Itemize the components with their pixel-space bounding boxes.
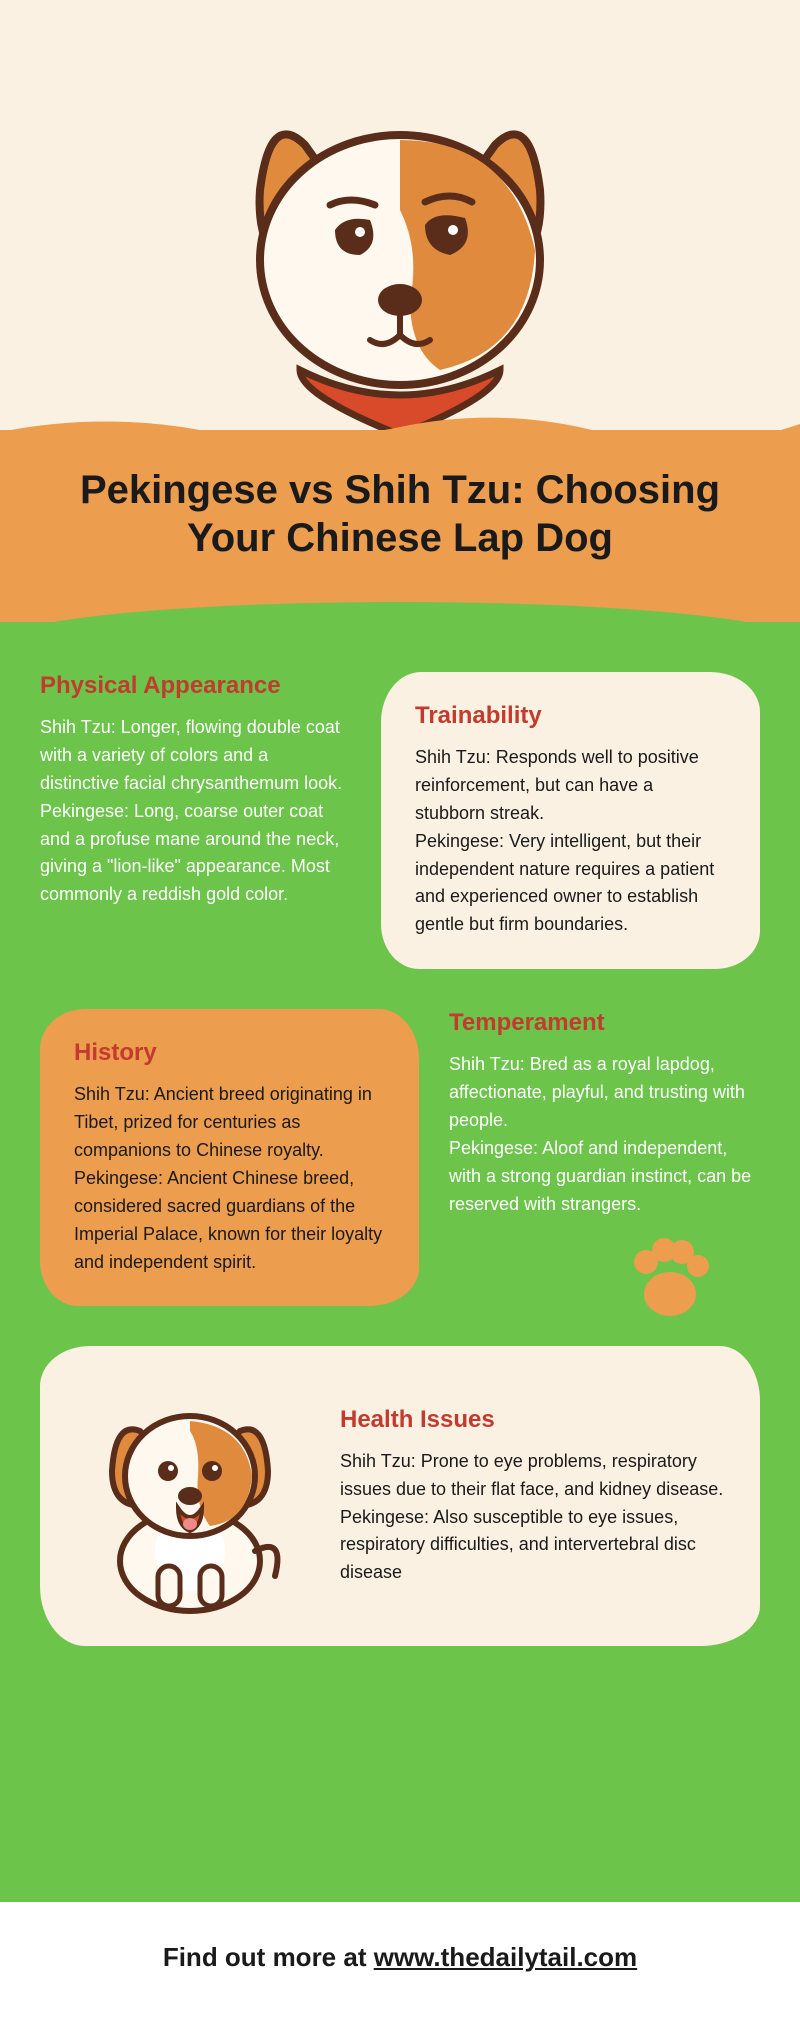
footer-text: Find out more at www.thedailytail.com — [20, 1942, 780, 1973]
paw-icon — [620, 1226, 720, 1326]
footer-prefix: Find out more at — [163, 1942, 374, 1972]
title-band: Pekingese vs Shih Tzu: Choosing Your Chi… — [0, 430, 800, 622]
section-title: History — [74, 1039, 385, 1067]
section-body: Shih Tzu: Responds well to positive rein… — [415, 744, 726, 939]
row-physical-trainability: Physical Appearance Shih Tzu: Longer, fl… — [40, 672, 760, 969]
section-body: Shih Tzu: Prone to eye problems, respira… — [340, 1448, 740, 1587]
section-health: Health Issues Shih Tzu: Prone to eye pro… — [40, 1346, 760, 1646]
section-body: Shih Tzu: Ancient breed originating in T… — [74, 1081, 385, 1276]
section-body: Shih Tzu: Bred as a royal lapdog, affect… — [449, 1051, 760, 1218]
sitting-dog-illustration — [80, 1376, 300, 1616]
section-trainability: Trainability Shih Tzu: Responds well to … — [381, 672, 760, 969]
section-history: History Shih Tzu: Ancient breed originat… — [40, 1009, 419, 1306]
health-illustration-wrap — [60, 1376, 320, 1616]
footer-link[interactable]: www.thedailytail.com — [374, 1942, 637, 1972]
infographic-page: Pekingese vs Shih Tzu: Choosing Your Chi… — [0, 0, 800, 2033]
section-title: Health Issues — [340, 1406, 740, 1434]
section-body: Shih Tzu: Longer, flowing double coat wi… — [40, 714, 351, 909]
health-text: Health Issues Shih Tzu: Prone to eye pro… — [340, 1406, 740, 1587]
section-title: Physical Appearance — [40, 672, 351, 700]
footer: Find out more at www.thedailytail.com — [0, 1902, 800, 2033]
section-title: Trainability — [415, 702, 726, 730]
page-title: Pekingese vs Shih Tzu: Choosing Your Chi… — [40, 466, 760, 562]
content-area: Physical Appearance Shih Tzu: Longer, fl… — [0, 622, 800, 1902]
section-physical: Physical Appearance Shih Tzu: Longer, fl… — [40, 672, 351, 969]
row-history-temperament: History Shih Tzu: Ancient breed originat… — [40, 1009, 760, 1306]
dog-head-illustration — [210, 50, 590, 430]
section-temperament: Temperament Shih Tzu: Bred as a royal la… — [449, 1009, 760, 1306]
hero-section — [0, 0, 800, 430]
wave-divider-icon — [0, 412, 800, 442]
section-title: Temperament — [449, 1009, 760, 1037]
